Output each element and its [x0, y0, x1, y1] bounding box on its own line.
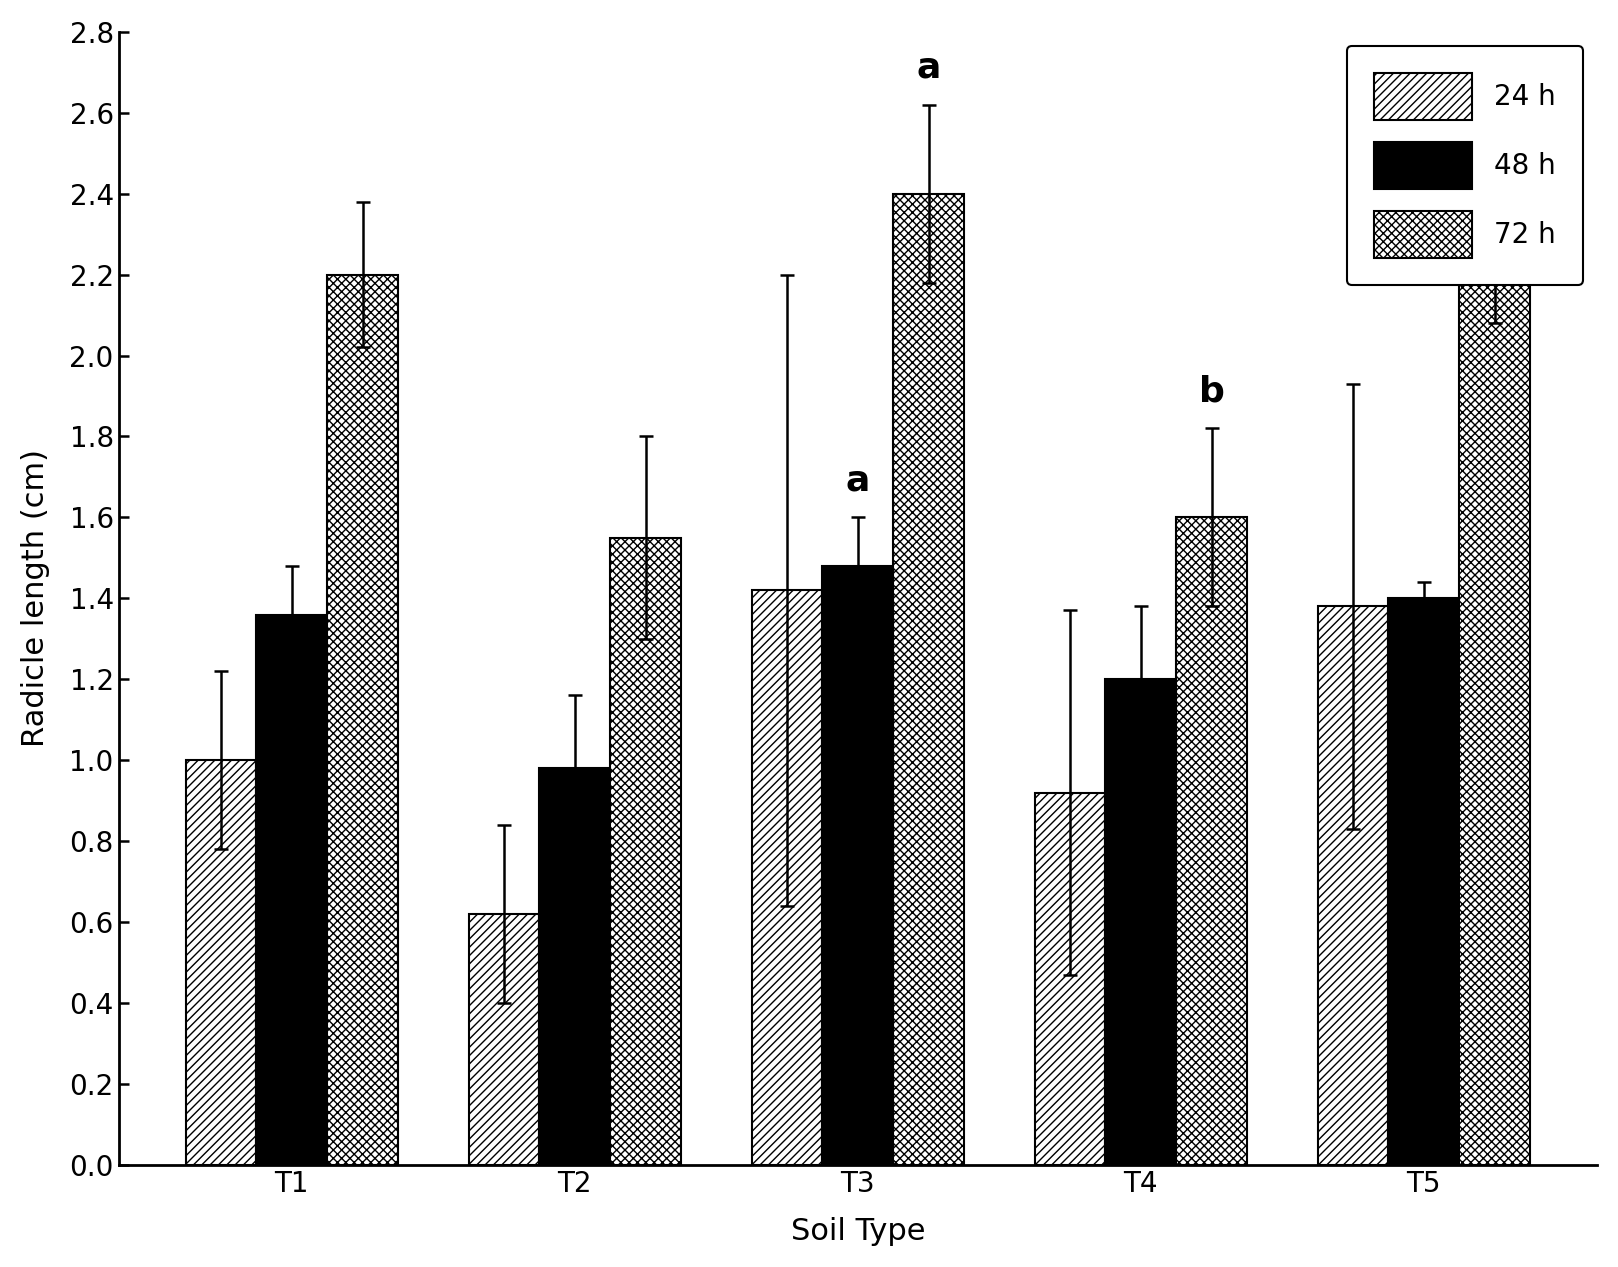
- Text: a: a: [916, 51, 940, 85]
- Legend: 24 h, 48 h, 72 h: 24 h, 48 h, 72 h: [1346, 46, 1584, 285]
- Bar: [257, 614, 327, 1164]
- Bar: [822, 566, 893, 1164]
- Bar: [1317, 607, 1388, 1164]
- Y-axis label: Radicle length (cm): Radicle length (cm): [21, 450, 50, 748]
- Bar: [539, 768, 610, 1164]
- Bar: [893, 194, 964, 1164]
- Bar: [1176, 517, 1247, 1164]
- X-axis label: Soil Type: Soil Type: [791, 1218, 925, 1247]
- Bar: [1388, 598, 1459, 1164]
- Bar: [610, 537, 681, 1164]
- Bar: [469, 914, 539, 1164]
- Text: b: b: [1199, 374, 1225, 408]
- Bar: [1105, 679, 1176, 1164]
- Bar: [1036, 793, 1105, 1164]
- Text: a: a: [846, 464, 870, 497]
- Bar: [186, 760, 257, 1164]
- Bar: [1459, 275, 1531, 1164]
- Bar: [752, 590, 822, 1164]
- Bar: [327, 275, 398, 1164]
